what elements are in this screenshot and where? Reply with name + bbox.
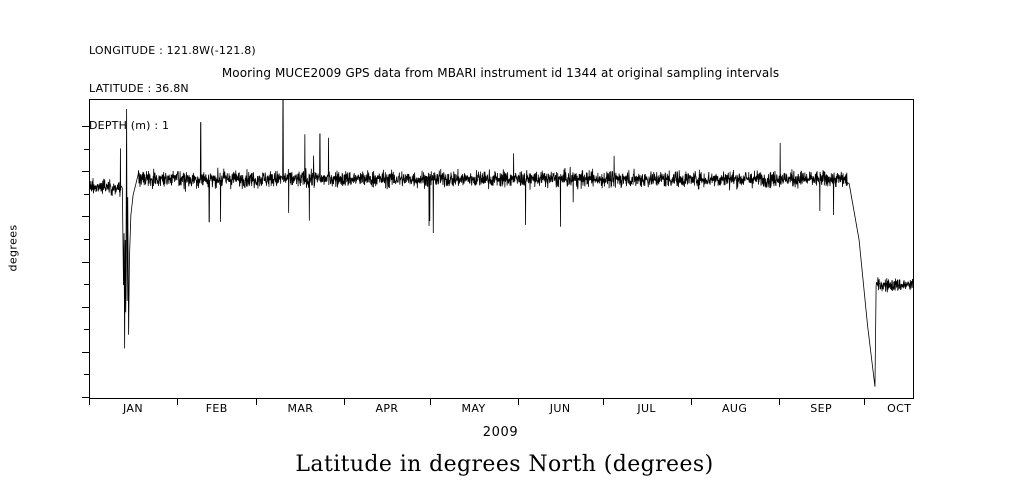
x-tick-label: SEP (810, 402, 833, 415)
x-axis-title: 2009 (482, 425, 519, 440)
plot-frame (89, 99, 914, 399)
x-tick-mark (344, 398, 345, 405)
y-tick-mark-major (82, 216, 89, 217)
figure-caption: Latitude in degrees North (degrees) (295, 452, 714, 477)
y-tick-mark-minor (84, 194, 89, 195)
x-tick-mark (89, 398, 90, 405)
x-tick-mark (256, 398, 257, 405)
x-tick-label: APR (375, 402, 399, 415)
x-tick-label: AUG (721, 402, 748, 415)
x-tick-mark (864, 398, 865, 405)
x-tick-label: JAN (122, 402, 143, 415)
x-tick-mark (177, 398, 178, 405)
x-tick-mark (430, 398, 431, 405)
x-tick-label: JUL (637, 402, 656, 415)
y-tick-mark-minor (84, 149, 89, 150)
y-tick-mark-minor (84, 284, 89, 285)
y-tick-mark-minor (84, 239, 89, 240)
y-tick-mark-major (82, 126, 89, 127)
y-tick-mark-major (82, 262, 89, 263)
longitude-text: LONGITUDE : 121.8W(-121.8) (89, 44, 256, 57)
y-axis-title: degrees (6, 224, 20, 272)
x-tick-mark (779, 398, 780, 405)
latitude-text: LATITUDE : 36.8N (89, 81, 189, 95)
data-trace-svg (90, 100, 913, 387)
y-tick-mark-major (82, 171, 89, 172)
latitude-series-line (90, 100, 913, 387)
plot-title: Mooring MUCE2009 GPS data from MBARI ins… (221, 66, 780, 80)
y-tick-mark-major (82, 352, 89, 353)
x-tick-label: FEB (205, 402, 228, 415)
x-tick-mark (691, 398, 692, 405)
y-tick-mark-minor (84, 374, 89, 375)
x-tick-mark (603, 398, 604, 405)
depth-text: DEPTH (m) : 1 (89, 119, 170, 132)
y-tick-mark-major (82, 397, 89, 398)
x-tick-label: JUN (549, 402, 571, 415)
metadata-block: LONGITUDE : 121.8W(-121.8) LATITUDE : 36… (89, 20, 256, 158)
x-tick-mark (518, 398, 519, 405)
x-tick-label: MAY (461, 402, 486, 415)
y-tick-mark-minor (84, 329, 89, 330)
y-axis: degrees 36.803636.803436.803236.803036.8… (0, 0, 82, 504)
x-tick-label: OCT (887, 402, 912, 415)
x-tick-label: MAR (287, 402, 314, 415)
y-tick-mark-major (82, 307, 89, 308)
